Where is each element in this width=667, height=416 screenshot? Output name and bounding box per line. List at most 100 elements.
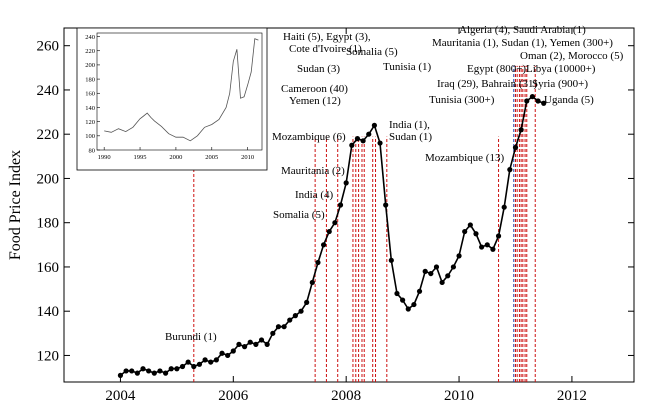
data-point xyxy=(270,330,276,336)
data-point xyxy=(196,361,203,367)
data-point xyxy=(179,363,186,370)
data-point xyxy=(236,341,242,347)
data-point xyxy=(230,348,236,354)
y-tick-label: 120 xyxy=(37,348,60,364)
data-point xyxy=(287,317,293,323)
inset-x-tick-label: 1990 xyxy=(98,154,111,161)
protest-annotation: Burundi (1) xyxy=(165,331,217,343)
data-point xyxy=(315,259,321,266)
data-point xyxy=(168,366,174,372)
data-point xyxy=(473,231,479,237)
protest-annotation: Tunisia (1) xyxy=(383,61,432,73)
data-point xyxy=(337,202,344,208)
protest-annotation: Sudan (3) xyxy=(297,63,340,75)
data-point xyxy=(292,313,298,319)
data-point xyxy=(360,138,366,144)
data-point xyxy=(541,100,547,106)
protest-annotation: Somalia (5) xyxy=(273,209,325,221)
protest-annotation: Uganda (5) xyxy=(544,94,594,106)
data-point xyxy=(507,167,513,173)
inset-y-tick-label: 140 xyxy=(85,105,95,112)
inset-y-tick-label: 220 xyxy=(85,48,95,55)
data-point xyxy=(518,127,524,133)
protest-annotation: Egypt (800+) xyxy=(467,63,526,75)
data-point xyxy=(247,339,253,345)
inset-plot-frame xyxy=(96,32,263,151)
data-point xyxy=(140,366,146,372)
protest-annotation: Haiti (5), Egypt (3), Cote d'Ivoire (1) xyxy=(283,31,371,55)
data-point xyxy=(490,246,496,252)
data-point xyxy=(208,359,214,365)
y-tick-label: 160 xyxy=(37,260,60,276)
data-point xyxy=(343,180,349,186)
data-point xyxy=(321,242,327,248)
x-tick-label: 2008 xyxy=(331,388,361,404)
data-point xyxy=(213,357,219,363)
data-point xyxy=(524,98,530,104)
data-point xyxy=(117,372,124,378)
data-point xyxy=(495,233,502,239)
protest-annotation: Cameroon (40) xyxy=(281,83,348,95)
data-point xyxy=(281,324,287,330)
data-point xyxy=(428,270,434,277)
data-point xyxy=(354,136,361,142)
y-tick-label: 200 xyxy=(37,171,60,187)
protest-annotation: Mauritania (1), Sudan (1), Yemen (300+) xyxy=(432,37,613,49)
data-point xyxy=(191,363,197,370)
y-tick-label: 220 xyxy=(37,127,60,143)
inset-y-tick-label: 120 xyxy=(85,119,95,126)
data-point xyxy=(411,301,417,308)
data-point xyxy=(129,368,135,374)
inset-x-tick-label: 2010 xyxy=(241,154,254,161)
x-tick-label: 2004 xyxy=(105,388,136,404)
data-point xyxy=(467,222,473,228)
data-point xyxy=(326,228,332,235)
data-point xyxy=(253,341,259,347)
x-tick-label: 2012 xyxy=(557,388,587,404)
inset-y-tick-label: 200 xyxy=(85,62,95,69)
data-point xyxy=(309,279,315,286)
protest-annotation: Tunisia (300+) xyxy=(429,94,495,106)
x-tick-label: 2010 xyxy=(444,388,474,404)
data-point xyxy=(462,228,468,235)
inset-y-tick-label: 180 xyxy=(85,76,95,83)
data-point xyxy=(512,144,519,151)
data-point xyxy=(332,220,338,226)
plot-frame xyxy=(63,27,635,383)
y-axis-label: Food Price Index xyxy=(7,150,24,260)
data-point xyxy=(366,131,372,137)
data-point xyxy=(371,122,377,128)
data-point xyxy=(394,290,400,297)
data-point xyxy=(416,288,423,294)
data-point xyxy=(450,264,457,270)
data-point xyxy=(304,299,310,305)
data-point xyxy=(456,253,462,259)
data-point xyxy=(405,306,411,312)
protest-annotation: Mozambique (6) xyxy=(272,131,346,143)
data-point xyxy=(241,344,248,350)
x-tick-label: 2006 xyxy=(218,388,249,404)
protest-annotation: Algeria (4), Saudi Arabia (1) xyxy=(459,24,586,36)
data-point xyxy=(157,368,163,374)
inset-y-tick-label: 240 xyxy=(85,34,95,41)
data-point xyxy=(134,370,140,376)
inset-x-tick-label: 2005 xyxy=(205,154,218,161)
data-point xyxy=(123,368,129,374)
data-point xyxy=(422,268,428,274)
data-point xyxy=(388,257,394,263)
protest-annotation: Oman (2), Morocco (5) xyxy=(520,50,624,62)
protest-annotation: Iraq (29), Bahrain (31) xyxy=(437,78,538,90)
data-point xyxy=(219,350,225,356)
inset-y-tick-label: 160 xyxy=(85,91,95,98)
protest-annotation: Libya (10000+) xyxy=(526,63,596,75)
y-tick-label: 240 xyxy=(37,83,60,99)
data-point xyxy=(185,359,191,365)
inset-y-tick-label: 80 xyxy=(89,147,96,154)
series-line xyxy=(119,95,544,377)
inset-frame xyxy=(76,27,268,171)
y-tick-label: 140 xyxy=(37,304,60,320)
data-point xyxy=(535,98,541,104)
data-point xyxy=(501,204,507,210)
data-point xyxy=(258,337,265,343)
